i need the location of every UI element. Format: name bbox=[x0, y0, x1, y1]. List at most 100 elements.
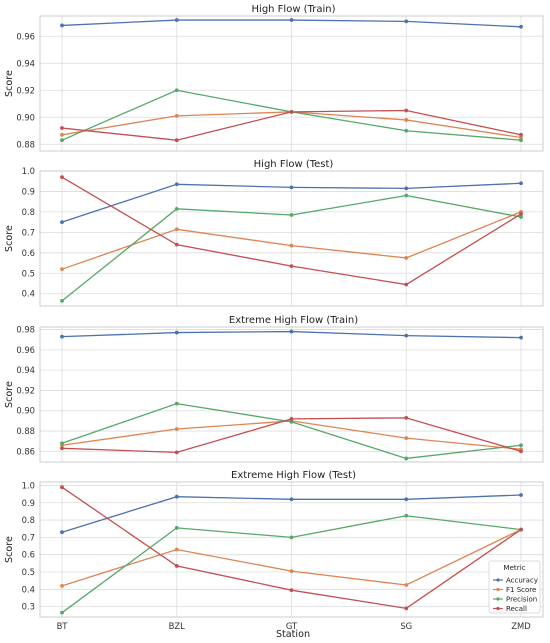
chart-panel-1: High Flow (Train) 0.88 0.90 0.92 0.94 0.96 Sco… bbox=[4, 4, 544, 152]
data-point-precision bbox=[174, 88, 179, 93]
data-point-f1-score bbox=[289, 569, 294, 574]
data-point-accuracy bbox=[174, 494, 179, 499]
y-tick-label: 0.5 bbox=[22, 268, 35, 278]
legend-swatch-marker bbox=[496, 578, 500, 582]
plot-frame bbox=[39, 15, 544, 152]
data-point-f1-score bbox=[174, 114, 179, 118]
y-tick-label: 0.88 bbox=[16, 426, 35, 436]
data-point-accuracy bbox=[289, 18, 294, 22]
data-point-recall bbox=[519, 212, 523, 216]
panels: High Flow (Train) 0.88 0.90 0.92 0.94 0.96 Sco… bbox=[4, 4, 544, 631]
data-point-precision bbox=[519, 138, 523, 143]
data-point-recall bbox=[289, 109, 294, 114]
y-tick-label: 0.88 bbox=[16, 139, 35, 149]
y-tick-label: 0.6 bbox=[22, 248, 35, 258]
data-point-precision bbox=[60, 138, 64, 143]
data-point-precision bbox=[404, 456, 409, 461]
data-point-precision bbox=[404, 128, 409, 133]
data-point-recall bbox=[519, 132, 523, 137]
data-point-recall bbox=[289, 416, 294, 421]
legend-box bbox=[488, 560, 541, 614]
legend-entry-label: Accuracy bbox=[506, 577, 538, 585]
data-point-recall bbox=[174, 242, 179, 247]
y-tick-label: 0.98 bbox=[16, 325, 35, 335]
plot-frame bbox=[39, 481, 544, 618]
legend-entry-label: F1 Score bbox=[506, 586, 536, 594]
x-tick-label: ZMD bbox=[511, 621, 530, 631]
y-tick-label: 0.6 bbox=[22, 550, 35, 560]
data-point-f1-score bbox=[60, 267, 64, 272]
data-point-recall bbox=[289, 264, 294, 269]
data-point-recall bbox=[174, 138, 179, 143]
plot-frame bbox=[39, 170, 544, 307]
data-point-f1-score bbox=[404, 256, 409, 260]
data-point-recall bbox=[404, 415, 409, 420]
legend-swatch-marker bbox=[496, 606, 500, 611]
data-point-f1-score bbox=[404, 436, 409, 441]
data-point-precision bbox=[519, 443, 523, 448]
data-point-recall bbox=[404, 108, 409, 113]
data-point-recall bbox=[404, 282, 409, 287]
data-point-precision bbox=[289, 420, 294, 424]
x-tick-label: SG bbox=[400, 621, 412, 631]
chart-panel-2: High Flow (Test) 0.4 0.5 0.6 0.7 0.8 0.9 1.0 Sco… bbox=[4, 159, 544, 307]
data-point-f1-score bbox=[60, 132, 64, 137]
panel-title: Extreme High Flow (Train) bbox=[229, 315, 358, 326]
data-point-accuracy bbox=[519, 24, 523, 29]
y-tick-label: 1.0 bbox=[22, 480, 35, 490]
data-point-precision bbox=[404, 193, 409, 198]
y-tick-label: 0.94 bbox=[16, 58, 35, 68]
data-point-f1-score bbox=[404, 583, 409, 587]
y-tick-label: 0.4 bbox=[22, 289, 35, 299]
y-tick-label: 0.5 bbox=[22, 567, 35, 577]
data-point-recall bbox=[519, 449, 523, 454]
data-point-recall bbox=[60, 175, 64, 180]
y-axis-label: Score bbox=[4, 381, 15, 408]
data-point-recall bbox=[174, 564, 179, 568]
data-point-accuracy bbox=[174, 18, 179, 22]
y-tick-label: 0.8 bbox=[22, 515, 35, 525]
y-axis-label: Score bbox=[4, 536, 15, 563]
data-point-accuracy bbox=[60, 23, 64, 28]
data-point-recall bbox=[60, 485, 64, 490]
plot-frame bbox=[39, 326, 544, 463]
data-point-accuracy bbox=[404, 497, 409, 502]
y-tick-label: 0.7 bbox=[22, 532, 35, 542]
data-point-precision bbox=[60, 298, 64, 303]
chart-panel-4: Extreme High Flow (Test) 0.3 0.4 0.5 0.6 0.7 0… bbox=[4, 470, 544, 631]
legend-swatch-marker bbox=[496, 587, 500, 592]
x-axis-label: Station bbox=[276, 629, 310, 640]
y-tick-label: 0.9 bbox=[22, 186, 35, 196]
y-tick-label: 0.96 bbox=[16, 345, 35, 355]
x-tick-label: BT bbox=[57, 621, 69, 631]
x-tick-label: GT bbox=[286, 621, 298, 631]
data-point-accuracy bbox=[404, 19, 409, 24]
data-point-accuracy bbox=[289, 497, 294, 502]
data-point-f1-score bbox=[174, 227, 179, 232]
y-tick-label: 1.0 bbox=[22, 166, 35, 176]
y-tick-label: 0.96 bbox=[16, 31, 35, 41]
y-tick-label: 0.92 bbox=[16, 85, 35, 95]
data-point-precision bbox=[174, 206, 179, 211]
data-point-recall bbox=[519, 527, 523, 532]
y-tick-label: 0.94 bbox=[16, 365, 35, 375]
legend-swatch-marker bbox=[496, 597, 500, 601]
data-point-f1-score bbox=[404, 118, 409, 122]
y-tick-label: 0.8 bbox=[22, 207, 35, 217]
data-point-precision bbox=[60, 610, 64, 615]
y-axis-label: Score bbox=[4, 70, 15, 97]
data-point-accuracy bbox=[404, 333, 409, 338]
y-tick-label: 0.92 bbox=[16, 385, 35, 395]
data-point-accuracy bbox=[60, 530, 64, 535]
data-point-accuracy bbox=[174, 330, 179, 335]
data-point-recall bbox=[404, 606, 409, 611]
panel-title: Extreme High Flow (Test) bbox=[231, 470, 356, 481]
x-tick-label: BZL bbox=[169, 621, 185, 631]
data-point-precision bbox=[174, 401, 179, 406]
data-point-accuracy bbox=[60, 334, 64, 339]
data-point-f1-score bbox=[289, 243, 294, 248]
data-point-precision bbox=[404, 513, 409, 518]
y-tick-label: 0.86 bbox=[16, 446, 35, 456]
data-point-precision bbox=[289, 535, 294, 540]
